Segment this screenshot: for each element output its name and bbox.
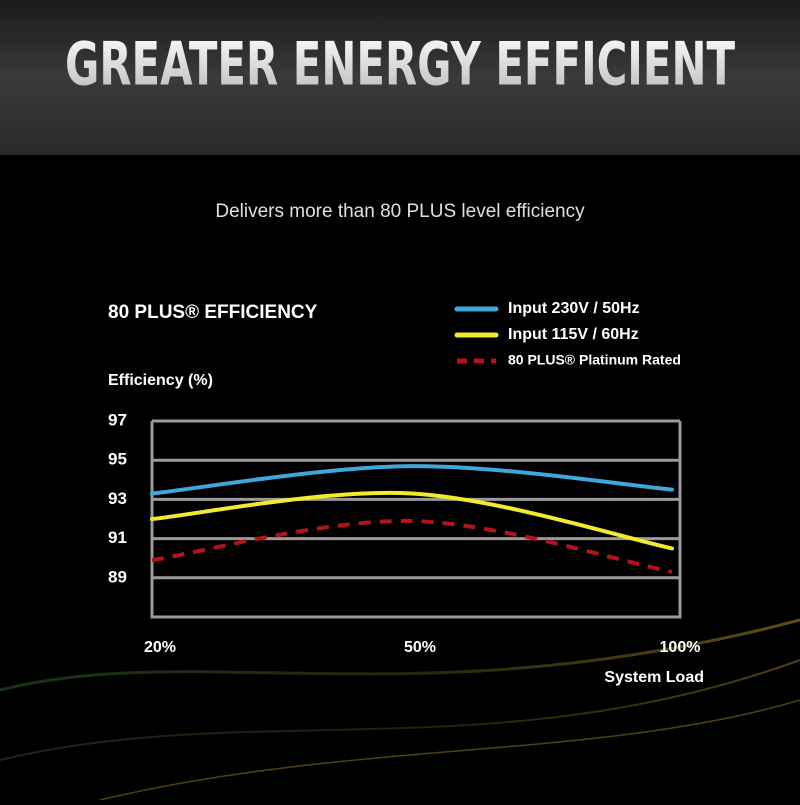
decor-swoosh	[99, 699, 800, 801]
decor-swoosh	[0, 659, 800, 761]
decor-swoosh	[0, 618, 800, 692]
series-line	[150, 464, 674, 496]
y-axis-label: Efficiency (%)	[108, 372, 213, 389]
y-tick-label: 91	[108, 528, 127, 547]
series-line	[150, 490, 674, 551]
x-tick-label: 100%	[660, 639, 701, 656]
series-line	[151, 518, 673, 574]
y-tick-label: 97	[108, 410, 127, 429]
plot: 89 91 93 95 97 20% 50% 100% Input 230V / 50Hz Inp…	[108, 300, 700, 656]
page-title: GREATER ENERGY EFFICIENT	[65, 30, 735, 100]
y-tick-label: 95	[108, 450, 127, 469]
legend-label: 80 PLUS® Platinum Rated	[508, 352, 681, 368]
x-axis-label: System Load	[604, 669, 704, 686]
header-band	[0, 0, 800, 155]
y-tick-label: 89	[108, 567, 127, 586]
x-tick-label: 50%	[404, 639, 436, 656]
chart-title: 80 PLUS® EFFICIENCY	[108, 302, 318, 323]
legend-label: Input 115V / 60Hz	[508, 326, 639, 343]
y-tick-label: 93	[108, 489, 127, 508]
x-tick-label: 20%	[144, 639, 176, 656]
legend-label: Input 230V / 50Hz	[508, 300, 640, 317]
subtitle: Delivers more than 80 PLUS level efficie…	[215, 201, 585, 222]
